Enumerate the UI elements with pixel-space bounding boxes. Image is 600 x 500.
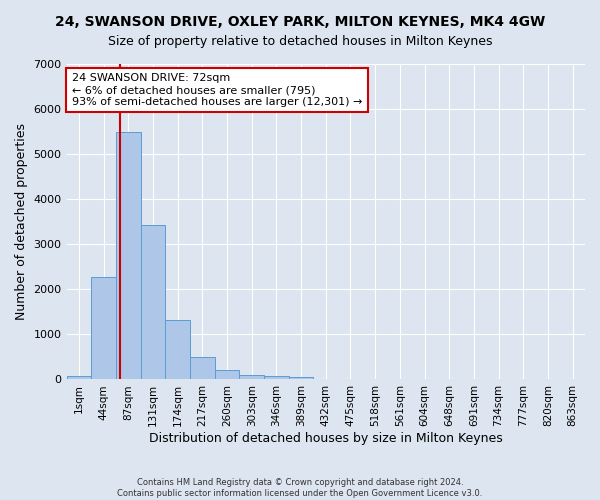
Text: 24 SWANSON DRIVE: 72sqm
← 6% of detached houses are smaller (795)
93% of semi-de: 24 SWANSON DRIVE: 72sqm ← 6% of detached… [72, 74, 362, 106]
Text: Contains HM Land Registry data © Crown copyright and database right 2024.
Contai: Contains HM Land Registry data © Crown c… [118, 478, 482, 498]
Bar [215, 370, 239, 380]
Bar [140, 226, 165, 380]
Bar [313, 378, 338, 380]
Text: 24, SWANSON DRIVE, OXLEY PARK, MILTON KEYNES, MK4 4GW: 24, SWANSON DRIVE, OXLEY PARK, MILTON KE… [55, 15, 545, 29]
Bar [239, 376, 264, 380]
Text: Size of property relative to detached houses in Milton Keynes: Size of property relative to detached ho… [108, 35, 492, 48]
Bar [116, 132, 140, 380]
Bar [165, 320, 190, 380]
Y-axis label: Number of detached properties: Number of detached properties [15, 123, 28, 320]
Bar [67, 376, 91, 380]
Bar [190, 358, 215, 380]
Bar [289, 377, 313, 380]
X-axis label: Distribution of detached houses by size in Milton Keynes: Distribution of detached houses by size … [149, 432, 503, 445]
Bar [264, 376, 289, 380]
Bar [91, 276, 116, 380]
